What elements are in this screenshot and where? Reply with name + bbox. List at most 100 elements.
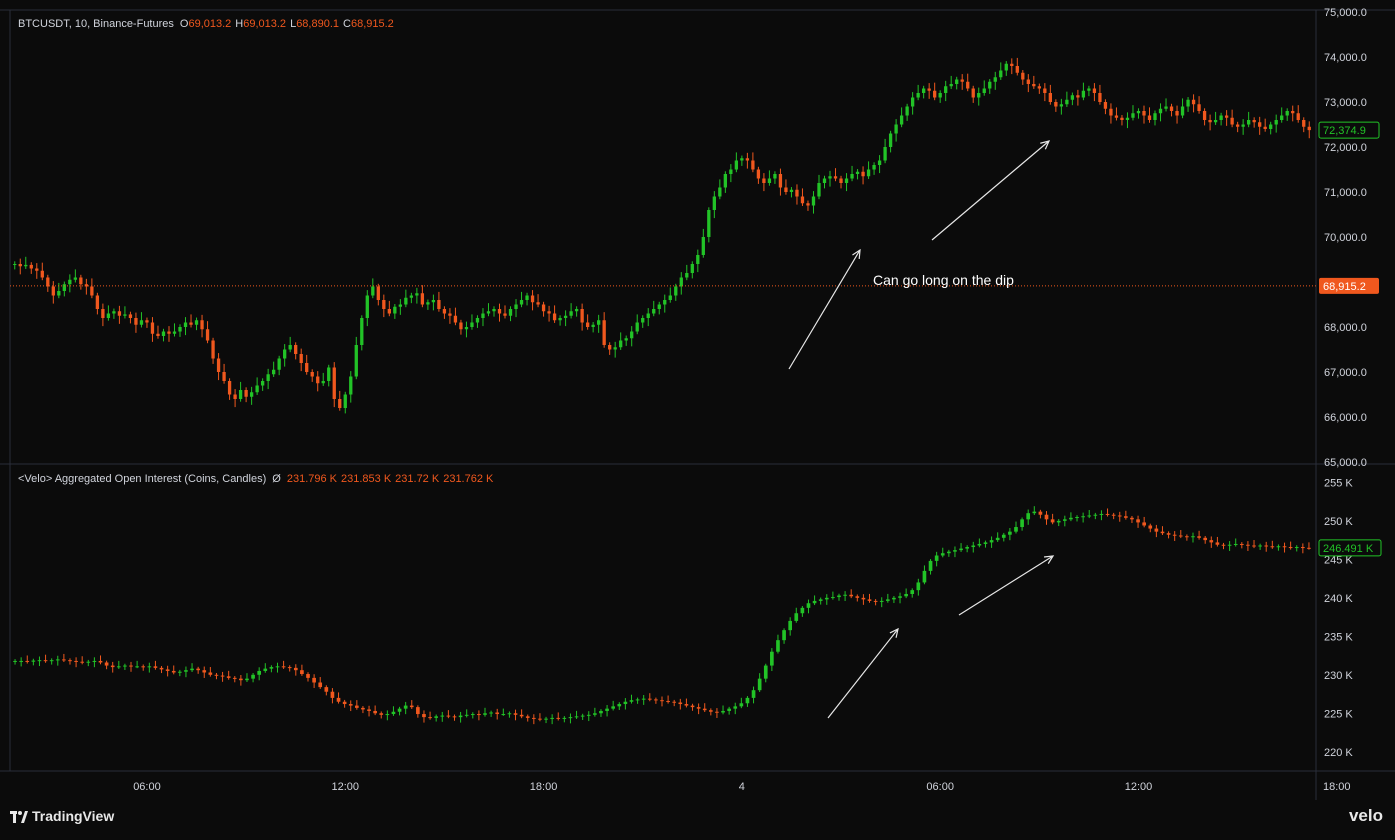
price-candle xyxy=(811,196,816,206)
oi-candle xyxy=(1032,511,1037,514)
price-candle xyxy=(1296,113,1300,120)
oi-candle xyxy=(507,713,512,715)
price-candle xyxy=(442,309,447,314)
price-candle xyxy=(817,183,821,197)
price-candle xyxy=(585,322,590,327)
oi-candle xyxy=(422,714,426,718)
oi-candle xyxy=(879,600,884,602)
price-candle xyxy=(668,295,672,300)
oi-candle xyxy=(812,600,817,604)
price-candle xyxy=(1224,115,1229,118)
price-candle xyxy=(899,115,904,125)
price-y-tick-label: 73,000.0 xyxy=(1324,97,1367,109)
price-candle xyxy=(767,178,772,183)
price-candle xyxy=(371,286,375,296)
oi-last-label: 246.491 K xyxy=(1323,543,1374,555)
price-candle xyxy=(112,311,116,314)
oi-y-tick-label: 220 K xyxy=(1324,747,1353,759)
oi-candle xyxy=(605,708,609,711)
price-candle xyxy=(514,304,518,309)
oi-candle xyxy=(226,676,231,678)
oi-candle xyxy=(1008,531,1012,535)
price-candle xyxy=(387,309,391,314)
price-candle xyxy=(1269,124,1273,129)
price-candle xyxy=(95,295,100,309)
price-candle xyxy=(1131,113,1135,118)
price-candle xyxy=(156,333,160,336)
oi-candle xyxy=(586,714,591,716)
price-candle xyxy=(718,187,722,197)
oi-candle xyxy=(617,704,622,707)
price-candle xyxy=(277,358,281,370)
oi-candle xyxy=(1081,516,1085,518)
oi-candle xyxy=(1270,546,1275,548)
oi-candle xyxy=(49,660,54,662)
oi-candle xyxy=(885,599,890,601)
price-candle xyxy=(497,309,502,314)
price-candle xyxy=(905,106,909,116)
oi-candle xyxy=(959,548,963,551)
price-candle xyxy=(674,286,678,296)
oi-candle xyxy=(1105,513,1110,515)
oi-candle xyxy=(68,660,72,662)
price-candle xyxy=(437,300,441,309)
oi-candle xyxy=(416,707,420,715)
x-tick-label: 12:00 xyxy=(331,781,359,793)
oi-candle xyxy=(55,659,60,661)
price-candle xyxy=(1180,106,1185,116)
oi-candle xyxy=(849,594,854,597)
price-candle xyxy=(773,174,777,179)
price-candle xyxy=(382,300,386,309)
oi-candle xyxy=(239,678,243,681)
price-candle xyxy=(503,313,507,316)
price-candle xyxy=(332,367,336,399)
oi-y-tick-label: 230 K xyxy=(1324,670,1353,682)
tradingview-brand[interactable]: TradingView xyxy=(10,808,114,824)
price-candle xyxy=(459,322,463,330)
oi-candle xyxy=(1301,547,1305,549)
price-legend-h-label: H xyxy=(235,18,244,30)
price-candle xyxy=(960,79,964,82)
oi-candle xyxy=(660,700,664,702)
price-candle xyxy=(481,313,485,318)
oi-candle xyxy=(428,717,432,719)
oi-candle xyxy=(715,711,719,713)
price-candle xyxy=(266,374,270,381)
price-candle xyxy=(1280,115,1284,120)
price-candle xyxy=(944,86,948,93)
price-candle xyxy=(723,174,727,188)
oi-candle xyxy=(953,550,957,552)
oi-candle xyxy=(989,540,994,543)
oi-candle xyxy=(580,715,585,717)
oi-candle xyxy=(892,597,896,600)
price-candle xyxy=(376,286,380,300)
oi-candle xyxy=(281,666,286,668)
oi-candle xyxy=(458,715,463,718)
price-candle xyxy=(872,165,876,170)
price-candle xyxy=(795,189,799,197)
oi-candle xyxy=(696,707,701,709)
oi-candle xyxy=(971,545,976,548)
price-candle xyxy=(778,174,783,188)
price-candle xyxy=(624,338,628,341)
price-candle xyxy=(84,284,89,287)
oi-candle xyxy=(702,708,707,711)
price-candle xyxy=(866,169,871,177)
price-candle xyxy=(24,264,28,267)
price-candle xyxy=(597,320,601,325)
price-candle xyxy=(740,158,744,161)
oi-candle xyxy=(635,699,640,701)
price-candle xyxy=(1120,117,1124,120)
price-candle xyxy=(1070,95,1075,100)
oi-candle xyxy=(1209,540,1214,543)
price-candle xyxy=(1021,72,1025,80)
oi-candle xyxy=(629,700,634,702)
oi-candle xyxy=(922,570,927,583)
oi-candle xyxy=(13,660,17,662)
price-candle xyxy=(988,81,992,89)
oi-candle xyxy=(1130,517,1134,520)
price-candle xyxy=(1136,111,1141,114)
price-candle xyxy=(999,70,1003,78)
